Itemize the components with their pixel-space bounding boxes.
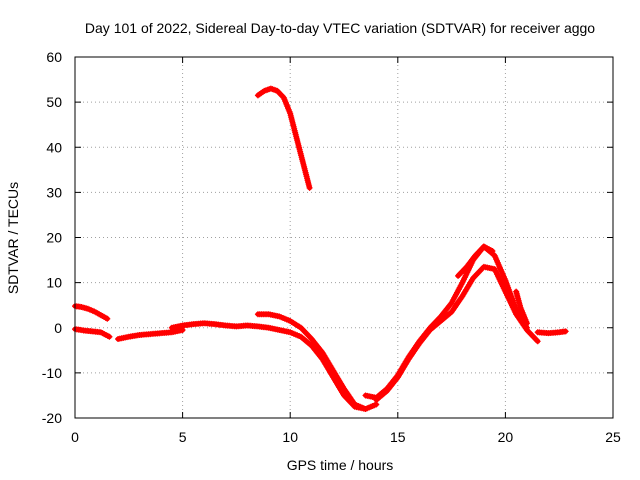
y-tick-label: -20 [42,410,62,426]
x-tick-label: 20 [498,429,514,445]
data-point [562,328,569,335]
y-tick-label: 50 [46,94,62,110]
y-tick-label: 40 [46,139,62,155]
x-tick-label: 15 [390,429,406,445]
series-arc-morning [115,327,186,343]
series-arc-end [534,328,569,337]
y-tick-label: -10 [42,365,62,381]
data-point [306,184,313,191]
y-tick-label: 0 [54,320,62,336]
data-point [489,248,496,255]
y-tick-label: 60 [46,49,62,65]
series-arc-late [513,288,530,327]
x-axis-label: GPS time / hours [287,457,394,473]
data-point [104,315,111,322]
data-point [279,93,286,100]
y-axis-label: SDTVAR / TECUs [5,182,21,294]
data-point [106,333,113,340]
data-point [534,338,541,345]
series-arc-peak-extra [455,243,496,279]
series-arc-early-low [72,326,113,340]
series-arc-dip [254,311,369,412]
y-axis-ticks: -20 -10 0 10 20 30 40 50 60 [42,49,613,426]
plot-frame [74,56,614,419]
chart-title: Day 101 of 2022, Sidereal Day-to-day VTE… [85,20,595,36]
x-axis-ticks: 0 5 10 15 20 25 [71,57,621,445]
y-tick-label: 20 [46,230,62,246]
x-tick-label: 25 [605,429,621,445]
data-point [523,320,530,327]
series-arc-high [254,85,313,191]
x-tick-label: 10 [282,429,298,445]
series-arc-early-high [72,303,111,322]
y-tick-label: 30 [46,184,62,200]
y-tick-label: 10 [46,275,62,291]
data-series [72,85,569,412]
data-point [362,405,369,412]
x-tick-label: 0 [71,429,79,445]
x-tick-label: 5 [179,429,187,445]
